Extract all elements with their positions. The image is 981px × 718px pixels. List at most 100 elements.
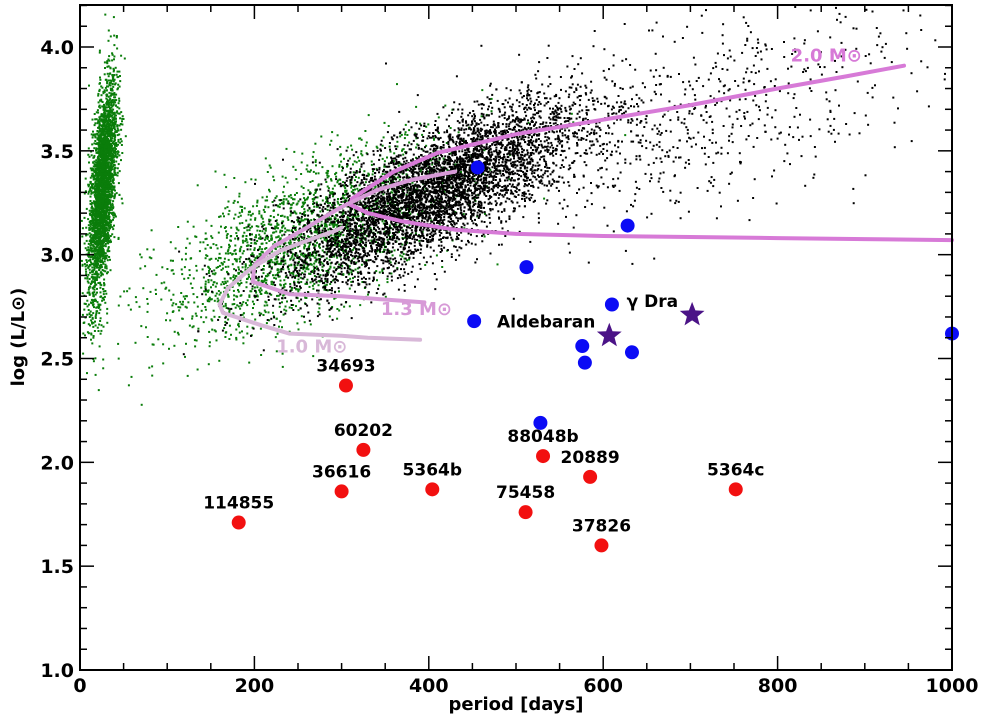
cloud-point <box>96 137 99 140</box>
cloud-point <box>388 182 391 185</box>
cloud-point <box>109 151 112 153</box>
cloud-point <box>264 291 267 294</box>
cloud-point <box>99 158 102 161</box>
cloud-point <box>116 134 119 137</box>
cloud-point <box>92 239 95 242</box>
cloud-point <box>204 290 207 293</box>
cloud-point <box>119 295 122 298</box>
cloud-point <box>329 191 332 194</box>
cloud-point <box>339 204 342 206</box>
cloud-point <box>101 204 104 207</box>
cloud-point <box>107 188 110 190</box>
cloud-point <box>324 284 327 287</box>
cloud-point <box>248 275 250 278</box>
cloud-point <box>112 85 115 88</box>
cloud-point <box>93 175 96 177</box>
cloud-point <box>403 257 406 260</box>
cloud-point <box>337 198 339 200</box>
cloud-point <box>258 255 261 258</box>
cloud-point <box>228 308 231 311</box>
cloud-point <box>284 305 287 308</box>
cloud-point <box>204 306 207 308</box>
cloud-point <box>112 135 115 137</box>
cloud-point <box>90 209 93 212</box>
cloud-point <box>220 261 223 264</box>
cloud-point <box>109 138 112 140</box>
cloud-point <box>103 148 106 151</box>
cloud-point <box>314 225 317 228</box>
cloud-point <box>239 279 242 282</box>
cloud-point <box>383 121 386 124</box>
cloud-point <box>173 344 176 347</box>
cloud-point <box>360 152 363 155</box>
cloud-point <box>93 267 96 270</box>
cloud-point <box>108 198 111 201</box>
cloud-point <box>431 163 434 166</box>
cloud-point <box>107 206 110 209</box>
cloud-point <box>105 89 108 92</box>
cloud-point <box>257 225 260 228</box>
cloud-point <box>103 193 106 196</box>
cloud-point <box>119 117 122 120</box>
cloud-point <box>100 127 103 130</box>
cloud-point <box>105 142 108 145</box>
cloud-point <box>99 317 102 320</box>
cloud-point <box>224 304 227 307</box>
cloud-point <box>348 157 351 160</box>
cloud-point <box>151 365 154 368</box>
cloud-point <box>229 252 232 255</box>
cloud-point <box>109 158 112 160</box>
cloud-point <box>104 168 107 171</box>
cloud-point <box>288 306 291 309</box>
cloud-point <box>102 140 105 143</box>
cloud-point <box>99 271 102 274</box>
cloud-point <box>109 152 112 155</box>
cloud-point <box>110 205 113 208</box>
cloud-point <box>94 133 97 136</box>
cloud-point <box>101 199 103 202</box>
cloud-point <box>95 312 98 314</box>
cloud-point <box>408 141 411 144</box>
cloud-point <box>101 133 104 136</box>
cloud-point <box>289 207 292 210</box>
cloud-point <box>106 223 109 226</box>
cloud-point <box>244 265 247 268</box>
cloud-point <box>99 218 102 220</box>
cloud-point <box>267 223 270 226</box>
cloud-point <box>193 301 196 304</box>
cloud-point <box>268 319 271 322</box>
cloud-point <box>356 236 359 239</box>
cloud-point <box>102 254 105 257</box>
cloud-point <box>282 313 285 316</box>
cloud-point <box>102 181 105 183</box>
cloud-point <box>224 282 227 285</box>
cloud-point <box>95 148 98 151</box>
cloud-point <box>118 133 121 136</box>
cloud-point <box>327 228 330 231</box>
cloud-point <box>100 100 103 103</box>
cloud-point <box>182 295 185 298</box>
cloud-point <box>326 217 329 219</box>
cloud-point <box>86 275 89 278</box>
cloud-point <box>126 290 129 293</box>
cloud-point <box>82 322 85 324</box>
cloud-point <box>100 260 102 263</box>
cloud-point <box>134 341 137 344</box>
cloud-point <box>84 247 87 250</box>
cloud-point <box>107 166 110 169</box>
cloud-point <box>303 208 306 211</box>
cloud-point <box>284 282 287 285</box>
cloud-point <box>100 178 103 181</box>
cloud-point <box>105 195 108 198</box>
cloud-point <box>358 225 360 227</box>
cloud-point <box>106 207 109 210</box>
cloud-point <box>322 236 325 239</box>
cloud-point <box>100 248 103 251</box>
cloud-point <box>386 156 388 159</box>
cloud-point <box>177 306 180 309</box>
cloud-point <box>113 150 116 153</box>
cloud-point <box>92 156 95 159</box>
cloud-point <box>112 178 115 181</box>
cloud-point <box>320 135 323 138</box>
cloud-point <box>85 226 88 229</box>
